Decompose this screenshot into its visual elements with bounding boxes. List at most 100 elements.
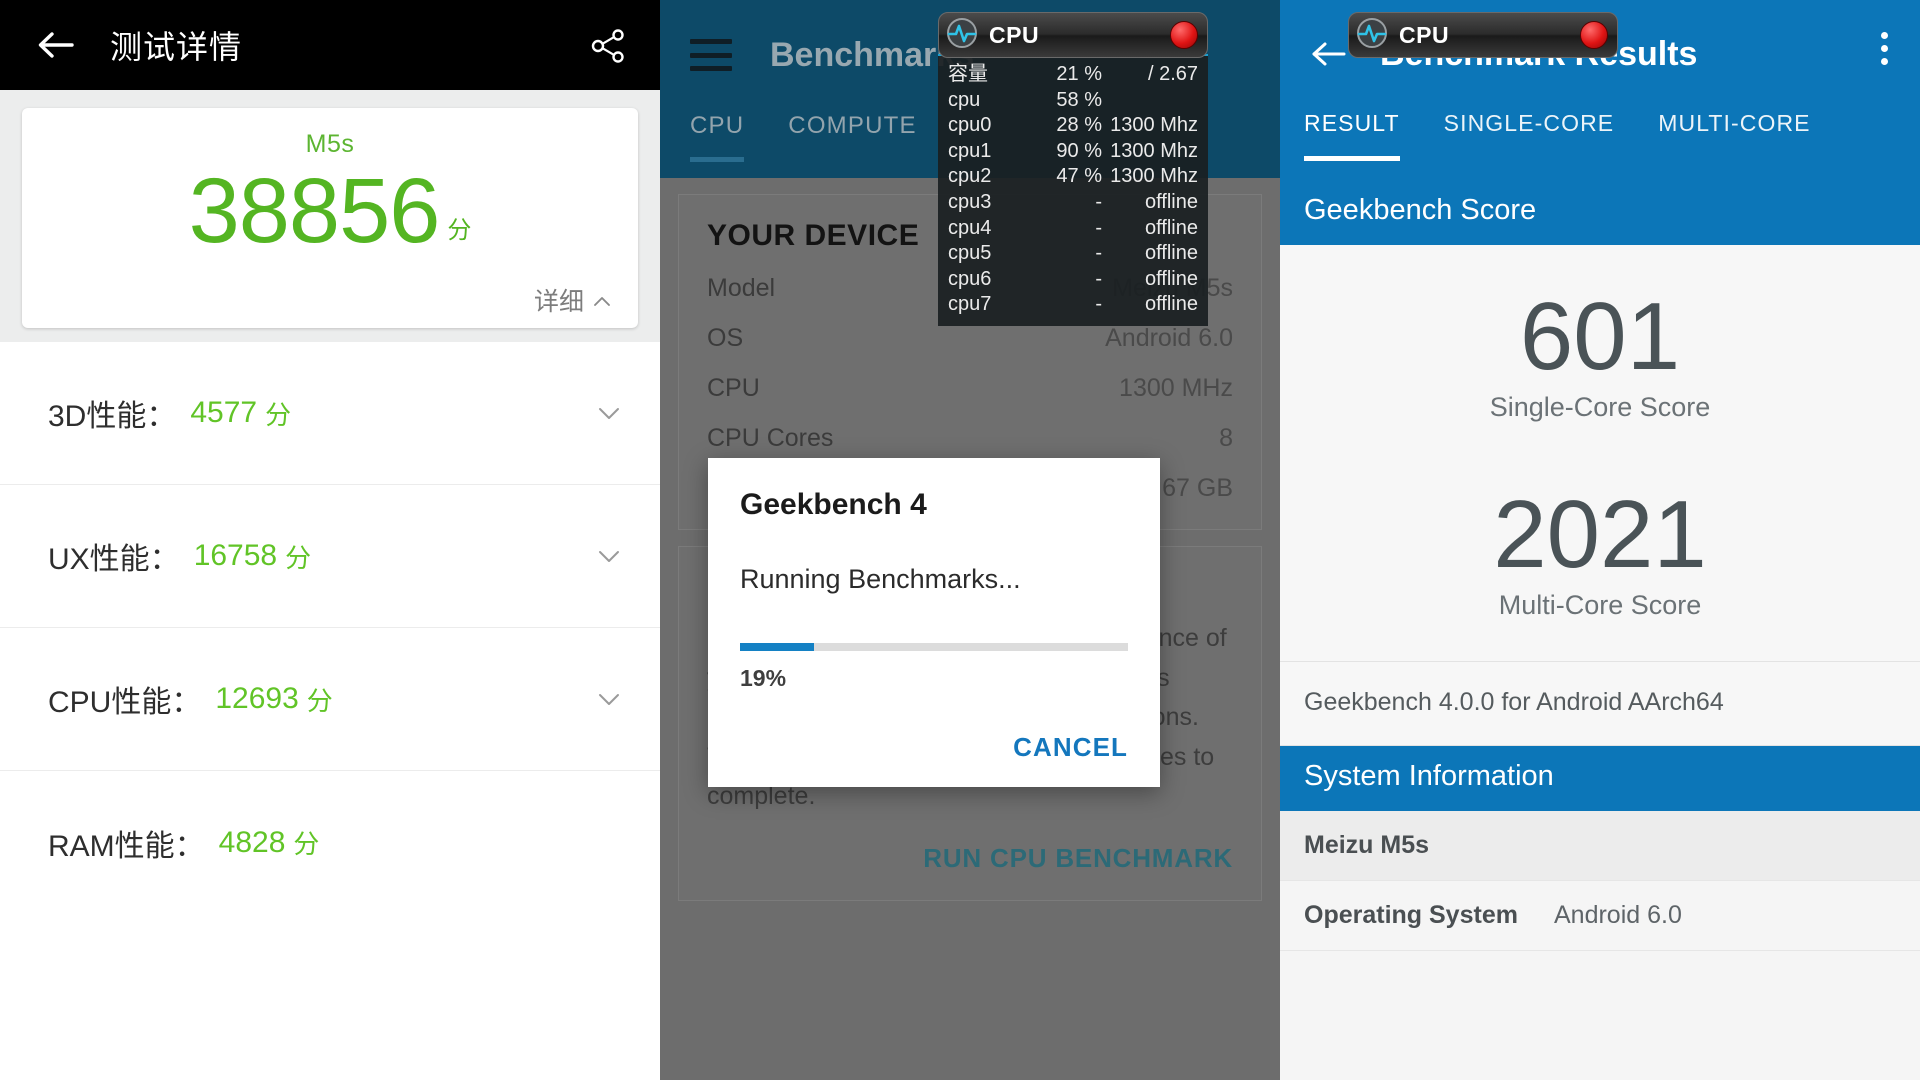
cpu-core-name: cpu1 [948,139,992,162]
metric-unit: 分 [285,542,312,573]
cpu-core-name: 容量 [948,63,988,85]
chevron-up-icon [592,290,612,310]
single-core-score-label: Single-Core Score [1489,391,1711,422]
tab-single-core[interactable]: SINGLE-CORE [1443,110,1615,136]
running-benchmarks-dialog: Geekbench 4 Running Benchmarks... 19% CA… [708,458,1160,787]
cpu-stats-row: cpu0 28 % 1300 Mhz [948,113,1198,139]
tab-cpu[interactable]: CPU [690,110,766,162]
cpu-core-percent: - [1095,216,1102,239]
dialog-title: Geekbench 4 [740,488,927,521]
cpu-core-name: cpu2 [948,165,992,188]
device-row-cpu: CPU 1300 MHz [707,353,1233,403]
record-dot-icon[interactable] [1580,21,1608,49]
record-dot-icon[interactable] [1170,21,1198,49]
back-arrow-icon[interactable] [1308,34,1348,74]
metric-row-ux[interactable]: UX性能： 16758 分 [0,485,660,628]
cancel-button[interactable]: CANCEL [1013,732,1128,762]
cpu-core-percent: - [1095,190,1102,213]
run-cpu-benchmark-button[interactable]: RUN CPU BENCHMARK [923,842,1233,873]
device-value: 8 [1219,424,1233,452]
hamburger-menu-icon[interactable] [690,39,732,71]
device-model-label: M5s [305,130,355,158]
cpu-core-freq: 1300 Mhz [1110,114,1198,137]
share-icon[interactable] [590,28,626,64]
detail-toggle[interactable]: 详细 [534,282,612,318]
system-row-device: Meizu M5s [1280,810,1920,881]
geekbench-body: YOUR DEVICE Model Meizu M5s OS Android 6… [660,178,1280,1080]
metric-value: 4577 [190,396,258,429]
cpu-widget-header[interactable]: CPU [938,12,1208,58]
metric-value: 16758 [193,539,278,572]
metric-value: 12693 [215,682,299,715]
cpu-widget-label: CPU [1399,21,1450,48]
cpu-monitor-icon [945,16,979,55]
cpu-core-freq: / 2.67 [1147,63,1198,85]
chevron-down-icon[interactable] [596,403,622,423]
score-summary: 601 Single-Core Score 2021 Multi-Core Sc… [1280,245,1920,661]
multi-core-score-label: Multi-Core Score [1498,589,1702,620]
device-key: Model [707,274,776,302]
device-key: CPU Cores [707,424,834,452]
total-score-unit: 分 [447,217,472,244]
cpu-core-freq: offline [1144,190,1198,213]
cpu-core-percent: 90 % [1056,139,1102,162]
cpu-stats-row: 容量 21 % / 2.67 [948,62,1198,88]
cpu-core-percent: 28 % [1056,114,1102,137]
cpu-core-name: cpu3 [948,190,992,213]
cpu-core-percent: 21 % [1056,63,1102,85]
cpu-core-percent: - [1095,267,1102,290]
cpu-core-percent: - [1095,293,1102,316]
antutu-metric-list: 3D性能： 4577 分 UX性能： 16758 分 CPU性能： 12693 … [0,342,660,914]
metric-label: CPU性能： [48,686,202,719]
cpu-core-name: cpu7 [948,293,992,316]
metric-row-3d[interactable]: 3D性能： 4577 分 [0,342,660,485]
results-tabbar: RESULT SINGLE-CORE MULTI-CORE [1280,108,1920,180]
device-value: 1300 MHz [1119,374,1233,402]
dialog-message: Running Benchmarks... [740,564,1021,594]
cpu-monitor-icon [1355,16,1389,55]
progress-percent-label: 19% [740,665,787,691]
cpu-core-freq: 1300 Mhz [1110,139,1198,162]
metric-row-cpu[interactable]: CPU性能： 12693 分 [0,628,660,771]
tab-result[interactable]: RESULT [1304,108,1400,161]
cpu-core-percent: 47 % [1056,165,1102,188]
cpu-core-freq: offline [1144,267,1198,290]
back-arrow-icon[interactable] [34,24,76,66]
cpu-core-freq: offline [1144,216,1198,239]
metric-label: RAM性能： [48,829,205,863]
antutu-score-card-wrapper: M5s 38856 分 详细 [0,90,660,342]
chevron-down-icon[interactable] [596,689,622,709]
cpu-stats-row: cpu6 - offline [948,267,1198,293]
cpu-monitor-widget[interactable]: CPU 容量 21 % / 2.67 cpu 58 % cpu0 28 % 13… [938,12,1208,326]
page-title: 测试详情 [110,29,243,65]
metric-unit: 分 [265,399,292,430]
score-spacer [1280,423,1920,485]
system-key: Meizu M5s [1304,830,1430,859]
cpu-stats-row: cpu5 - offline [948,241,1198,267]
single-core-score-value: 601 [1519,283,1681,390]
cpu-widget-header[interactable]: CPU [1348,12,1618,58]
tab-compute[interactable]: COMPUTE [788,112,917,139]
total-score-group: 38856 分 [48,165,612,257]
cpu-core-name: cpu4 [948,216,992,239]
cpu-stats-row: cpu1 90 % 1300 Mhz [948,139,1198,165]
cpu-core-freq: offline [1144,293,1198,316]
dialog-actions: CANCEL [740,692,1128,769]
chevron-down-icon[interactable] [596,546,622,566]
cpu-stats-row: cpu2 47 % 1300 Mhz [948,164,1198,190]
overflow-menu-icon[interactable] [1881,32,1888,65]
progress-bar-fill [740,643,814,651]
cpu-core-freq: 1300 Mhz [1110,165,1198,188]
tab-multi-core[interactable]: MULTI-CORE [1658,110,1811,136]
system-row-os: Operating System Android 6.0 [1280,881,1920,951]
cpu-core-freq: offline [1144,242,1198,265]
geekbench-score-section-title: Geekbench Score [1280,180,1920,245]
antutu-score-card[interactable]: M5s 38856 分 详细 [22,108,638,328]
metric-row-ram[interactable]: RAM性能： 4828 分 [0,771,660,914]
cpu-monitor-widget-secondary[interactable]: CPU [1348,12,1618,58]
cpu-widget-label: CPU [989,21,1040,48]
geekbench-version-label: Geekbench 4.0.0 for Android AArch64 [1280,660,1920,746]
cpu-core-percent: - [1095,242,1102,265]
cpu-core-name: cpu6 [948,267,992,290]
